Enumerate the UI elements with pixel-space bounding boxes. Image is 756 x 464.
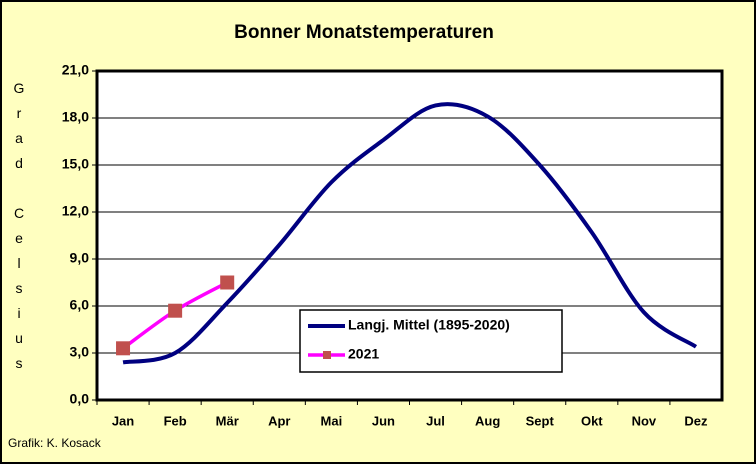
x-tick-label: Aug — [475, 413, 500, 428]
y-tick-label: 12,0 — [62, 203, 89, 219]
marker — [168, 303, 183, 318]
x-tick-label: Jul — [426, 413, 445, 428]
y-tick-label: 18,0 — [62, 109, 89, 125]
x-tick-label: Mai — [321, 413, 343, 428]
x-tick-label: Jan — [112, 413, 134, 428]
x-tick-label: Mär — [216, 413, 239, 428]
x-tick-label: Jun — [372, 413, 395, 428]
y-tick-label: 21,0 — [62, 62, 89, 78]
marker — [116, 341, 131, 356]
y-tick-label: 15,0 — [62, 156, 89, 172]
marker — [220, 275, 235, 290]
legend-label: Langj. Mittel (1895-2020) — [348, 317, 510, 333]
x-tick-label: Feb — [164, 413, 187, 428]
x-tick-label: Dez — [684, 413, 708, 428]
legend — [299, 309, 563, 373]
x-tick-label: Apr — [268, 413, 290, 428]
series-line — [122, 102, 698, 365]
x-tick-label: Nov — [632, 413, 657, 428]
y-tick-label: 6,0 — [70, 297, 90, 313]
x-tick-label: Okt — [581, 413, 603, 428]
chart-title: Bonner Monatstemperaturen — [234, 22, 494, 43]
legend-label: 2021 — [348, 346, 379, 362]
x-tick-label: Sept — [526, 413, 555, 428]
y-axis-label: Grad Celsius — [11, 80, 27, 380]
credit: Grafik: K. Kosack — [8, 436, 102, 450]
legend-marker — [323, 351, 331, 359]
y-tick-label: 9,0 — [70, 250, 90, 266]
y-tick-label: 0,0 — [70, 391, 90, 407]
y-tick-label: 3,0 — [70, 344, 90, 360]
